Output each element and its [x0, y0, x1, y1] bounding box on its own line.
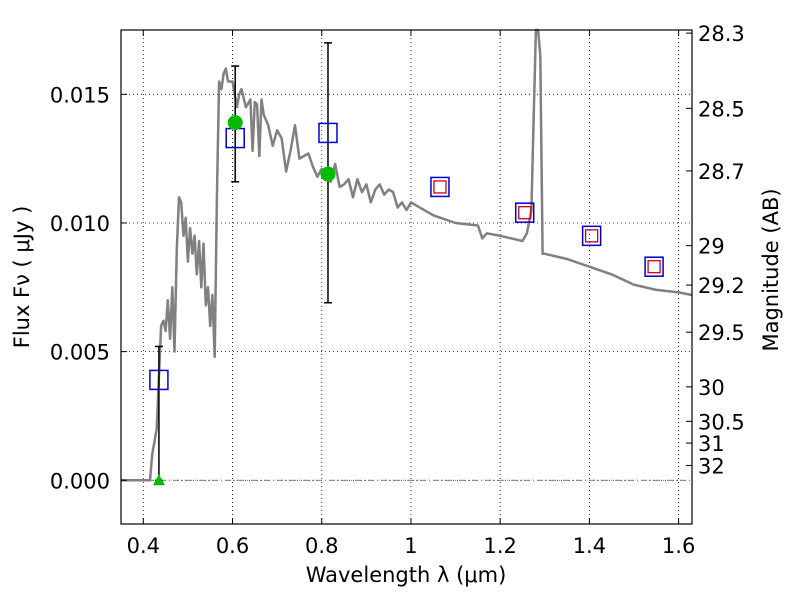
- detection-point-0: [227, 115, 243, 131]
- inner-square-0: [433, 180, 447, 194]
- data-markers: [149, 115, 664, 486]
- x-tick-label-6: 1.6: [662, 534, 695, 558]
- y-axis-label: Flux Fν ( μJy ): [10, 206, 34, 349]
- mag-tick-label-9: 32: [698, 454, 725, 478]
- model-square-6: [644, 256, 664, 277]
- mag-tick-label-8: 31: [698, 432, 725, 456]
- x-axis-label: Wavelength λ (μm): [306, 563, 507, 587]
- x-tick-label-3: 1: [404, 534, 417, 558]
- model-square-5: [581, 225, 602, 247]
- limit-triangle-0: [152, 474, 165, 486]
- detection-point-1: [320, 166, 336, 182]
- plot-frame: [120, 29, 693, 525]
- mag-tick-label-0: 28.3: [698, 22, 745, 46]
- mag-tick-label-4: 29.2: [698, 274, 745, 298]
- y-tick-label-3: 0.015: [50, 83, 110, 107]
- x-tick-label-0: 0.4: [127, 534, 160, 558]
- y-tick-label-0: 0.000: [50, 469, 110, 493]
- inner-square-3: [647, 260, 661, 274]
- sed-curve-group: [121, 28, 693, 482]
- x-tick-label-1: 0.6: [216, 534, 249, 558]
- mag-tick-label-3: 29: [698, 235, 725, 259]
- grid-lines: [121, 30, 692, 524]
- x-tick-label-4: 1.2: [483, 534, 516, 558]
- axis-ticks: 0.4 0.6 0.8 1 1.2 1.4 1.6 0.000 0.005 0.010 0.015 2…: [50, 22, 745, 558]
- model-square-0: [149, 369, 169, 391]
- mag-tick-label-1: 28.5: [698, 97, 745, 121]
- mag-tick-label-2: 28.7: [698, 160, 745, 184]
- mag-tick-label-7: 30.5: [698, 410, 745, 434]
- mag-tick-label-5: 29.5: [698, 321, 745, 345]
- x-tick-label-5: 1.4: [573, 534, 606, 558]
- mag-tick-label-6: 30: [698, 376, 725, 400]
- inner-square-1: [518, 206, 532, 220]
- model-square-2: [318, 122, 338, 144]
- y-tick-label-1: 0.005: [50, 341, 110, 365]
- y2-axis-label: Magnitude (AB): [759, 188, 783, 351]
- x-tick-label-2: 0.8: [305, 534, 338, 558]
- sed-curve: [121, 28, 693, 482]
- inner-square-2: [584, 229, 599, 243]
- model-square-3: [430, 176, 450, 198]
- model-square-4: [514, 202, 535, 223]
- y-tick-label-2: 0.010: [50, 212, 110, 236]
